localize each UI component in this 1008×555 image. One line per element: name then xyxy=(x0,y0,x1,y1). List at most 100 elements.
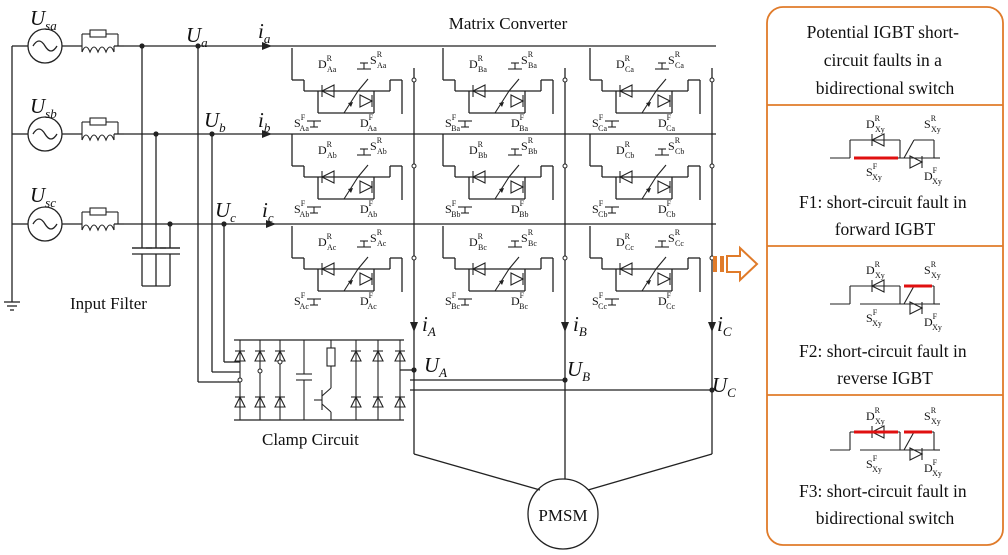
power-lines xyxy=(124,42,716,491)
forward-switch-label: SF Ca xyxy=(592,113,607,133)
source-c xyxy=(27,206,82,242)
source-label-b: Usb xyxy=(30,94,57,121)
forward-switch-label: SF Ac xyxy=(294,291,309,311)
reverse-switch-label: SR Aa xyxy=(370,50,387,70)
reverse-switch-label: SR Bc xyxy=(521,228,537,248)
line-inductor xyxy=(81,29,124,54)
forward-diode-label: DF Ab xyxy=(360,199,377,219)
fault-switch-schematic: DR Xy SR Xy SF Xy DF Xy xyxy=(830,406,942,478)
output-current-label-b: iB xyxy=(573,312,587,339)
reverse-switch-label: SR Ac xyxy=(370,228,387,248)
input-filter-label: Input Filter xyxy=(70,294,147,313)
forward-diode-label: DF Bc xyxy=(511,291,528,311)
bidirectional-switch-cell: DR Bb SR Bb SF Bb DF Bb xyxy=(442,134,554,219)
reverse-diode-label: DR Ab xyxy=(318,140,337,160)
reverse-diode-label: DR Aa xyxy=(318,54,337,74)
reverse-diode-label: DR Ba xyxy=(469,54,487,74)
line-inductor xyxy=(81,117,124,142)
clamp-circuit xyxy=(234,339,406,421)
forward-diode-label: DF Cc xyxy=(658,291,675,311)
reverse-switch-label: SR Cc xyxy=(668,228,684,248)
output-voltage-label-a: UA xyxy=(424,353,447,380)
forward-diode-label: DF Ca xyxy=(658,113,675,133)
forward-switch-label: SF Aa xyxy=(294,113,309,133)
diagram-title: Matrix Converter xyxy=(449,14,568,33)
forward-diode-label: DF Ac xyxy=(360,291,377,311)
fault-f3-description: F3: short-circuit fault in bidirectional… xyxy=(799,481,971,528)
forward-switch-label: SF Cc xyxy=(592,291,607,311)
pmsm-motor: PMSM xyxy=(527,478,599,550)
source-b xyxy=(27,116,82,152)
panel-header: Potential IGBT short- circuit faults in … xyxy=(807,22,964,98)
reverse-diode-label: DR Cc xyxy=(616,232,634,252)
ground-symbol xyxy=(4,301,20,311)
bidirectional-switch-cell: DR Cb SR Cb SF Cb DF Cb xyxy=(589,134,701,219)
reverse-diode-label: DR Cb xyxy=(616,140,634,160)
fault-f1-description: F1: short-circuit fault in forward IGBT xyxy=(799,192,971,239)
fault-switch-schematic: DR Xy SR Xy SF Xy DF Xy xyxy=(830,260,942,332)
reverse-switch-label: SR Ca xyxy=(668,50,684,70)
forward-switch-label: SF Bc xyxy=(445,291,460,311)
reverse-diode-label: DR Bb xyxy=(469,140,487,160)
forward-switch-label: SF Ab xyxy=(294,199,309,219)
forward-diode-label: DF Bb xyxy=(511,199,528,219)
bidirectional-switch-cell: DR Ba SR Ba SF Ba DF Ba xyxy=(442,48,554,133)
output-voltage-label-b: UB xyxy=(567,357,590,384)
bidirectional-switch-cell: DR Cc SR Cc SF Cc DF Cc xyxy=(589,226,701,311)
line-inductor xyxy=(81,207,124,232)
input-voltage-label-b: Ub xyxy=(204,108,226,135)
source-label-c: Usc xyxy=(30,183,56,210)
fault-f2-description: F2: short-circuit fault in reverse IGBT xyxy=(799,341,971,388)
input-current-label-b: ib xyxy=(258,108,271,135)
reverse-switch-label: SR Ab xyxy=(370,136,387,156)
bidirectional-switch-cell: DR Ab SR Ab SF Ab DF Ab xyxy=(291,134,403,219)
reverse-switch-label: SR Bb xyxy=(521,136,537,156)
input-filter xyxy=(132,43,180,287)
reverse-diode-label: DR Bc xyxy=(469,232,487,252)
bidirectional-switch-cell: DR Bc SR Bc SF Bc DF Bc xyxy=(442,226,554,311)
input-voltage-label-c: Uc xyxy=(215,198,236,225)
fault-panel: Potential IGBT short- circuit faults in … xyxy=(766,6,1004,546)
bidirectional-switch-cell: DR Ac SR Ac SF Ac DF Ac xyxy=(291,226,403,311)
forward-switch-label: SF Ba xyxy=(445,113,460,133)
input-current-label-a: ia xyxy=(258,19,271,46)
forward-diode-label: DF Cb xyxy=(658,199,675,219)
forward-switch-label: SF Bb xyxy=(445,199,460,219)
forward-diode-label: DF Aa xyxy=(360,113,377,133)
forward-diode-label: DF Ba xyxy=(511,113,528,133)
clamp-circuit-label: Clamp Circuit xyxy=(262,430,359,449)
output-current-label-a: iA xyxy=(422,312,436,339)
output-voltage-label-c: UC xyxy=(712,373,736,400)
forward-switch-label: SF Cb xyxy=(592,199,607,219)
bidirectional-switch-matrix: DR Aa SR Aa SF Aa DF Aa DR Ba SR Ba SF Ba DF Ba DR Ca SR Ca… xyxy=(291,48,701,311)
input-voltage-label-a: Ua xyxy=(186,23,208,50)
ac-sources: Usa Usb Usc xyxy=(4,6,82,311)
panel-arrow-icon xyxy=(713,245,759,283)
reverse-switch-label: SR Cb xyxy=(668,136,684,156)
output-current-label-c: iC xyxy=(717,312,732,339)
reverse-diode-label: DR Ac xyxy=(318,232,337,252)
line-inductors xyxy=(81,29,124,232)
reverse-switch-label: SR Ba xyxy=(521,50,537,70)
input-current-label-c: ic xyxy=(262,198,274,225)
bidirectional-switch-cell: DR Aa SR Aa SF Aa DF Aa xyxy=(291,48,403,133)
source-a xyxy=(27,28,82,64)
reverse-diode-label: DR Ca xyxy=(616,54,634,74)
source-label-a: Usa xyxy=(30,6,57,33)
bidirectional-switch-cell: DR Ca SR Ca SF Ca DF Ca xyxy=(589,48,701,133)
fault-switch-schematic: DR Xy SR Xy SF Xy DF Xy xyxy=(830,114,942,186)
motor-label: PMSM xyxy=(538,506,587,525)
